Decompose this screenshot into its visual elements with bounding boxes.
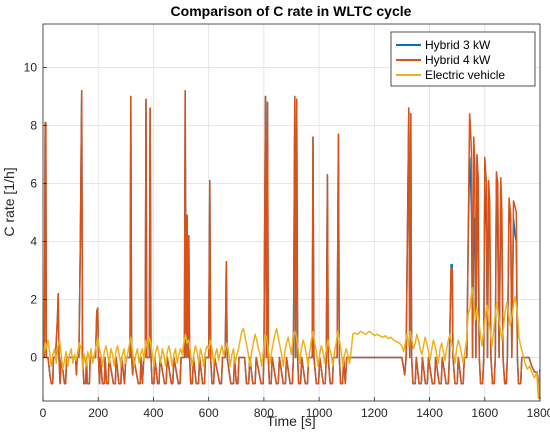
y-tick-label: 2 bbox=[30, 293, 37, 307]
x-tick-label: 1600 bbox=[471, 406, 498, 420]
plot-area bbox=[42, 23, 541, 402]
y-tick-labels: 0 2 4 6 8 10 bbox=[24, 61, 38, 365]
series-line-2 bbox=[43, 287, 540, 399]
y-tick-label: 0 bbox=[30, 351, 37, 365]
x-tick-label: 0 bbox=[40, 406, 47, 420]
x-tick-label: 400 bbox=[143, 406, 163, 420]
y-axis-title: C rate [1/h] bbox=[1, 167, 17, 236]
tick-marks bbox=[42, 67, 541, 401]
x-axis-title: Time [s] bbox=[266, 413, 315, 429]
chart-title: Comparison of C rate in WLTC cycle bbox=[171, 3, 412, 19]
x-tick-label: 1200 bbox=[361, 406, 388, 420]
x-tick-label: 600 bbox=[199, 406, 219, 420]
plot-background bbox=[43, 24, 540, 401]
series-layer bbox=[43, 89, 540, 399]
y-tick-label: 8 bbox=[30, 119, 37, 133]
axes-box bbox=[42, 23, 541, 402]
legend-label-0: Hybrid 3 kW bbox=[425, 38, 491, 52]
x-tick-label: 1000 bbox=[306, 406, 333, 420]
y-tick-label: 6 bbox=[30, 177, 37, 191]
x-tick-label: 1400 bbox=[416, 406, 443, 420]
legend-label-2: Electric vehicle bbox=[425, 68, 505, 82]
y-tick-label: 4 bbox=[30, 235, 37, 249]
x-tick-label: 200 bbox=[88, 406, 108, 420]
x-tick-label: 800 bbox=[254, 406, 274, 420]
y-tick-label: 10 bbox=[24, 61, 38, 75]
legend-label-1: Hybrid 4 kW bbox=[425, 53, 491, 67]
